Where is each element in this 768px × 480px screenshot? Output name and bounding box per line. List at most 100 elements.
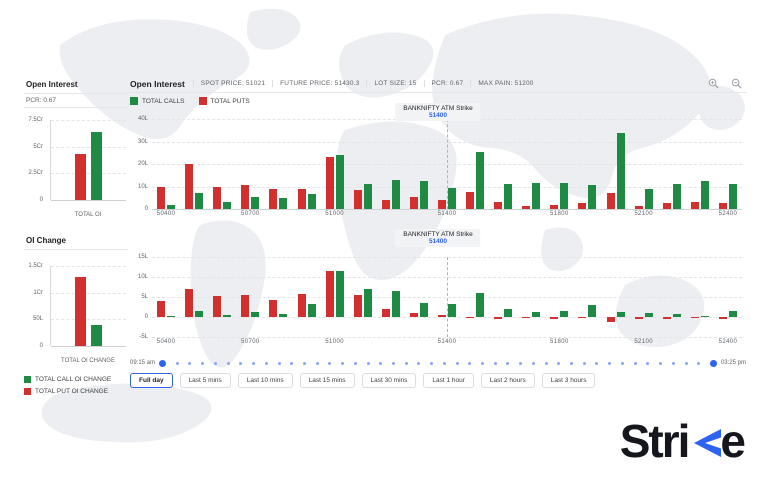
range-button-last-15-mins[interactable]: Last 15 mins — [299, 373, 355, 388]
total-oi-axis-label: TOTAL OI — [74, 212, 102, 218]
call-bar-51900 — [588, 185, 597, 209]
plot-area — [152, 257, 742, 338]
slider-end-handle[interactable] — [709, 359, 717, 367]
x-axis-labels: 50400 50700 51000 51400 51800 52100 52400 — [152, 211, 742, 221]
slider-dot — [519, 361, 523, 365]
y-tick-label: 7.5Cr — [28, 117, 43, 123]
put-bar-51100 — [353, 189, 362, 209]
call-bar-52000 — [616, 311, 625, 317]
slider-dot — [213, 361, 217, 365]
y-tick-label: 1Cr — [33, 289, 43, 296]
strike-group-51600 — [489, 119, 517, 209]
legend-item: TOTAL CALLS — [130, 97, 185, 105]
call-bar-52300 — [700, 180, 709, 209]
strike-group-50900 — [292, 257, 320, 337]
y-tick-label: 50L — [32, 316, 43, 323]
legend-item: TOTAL PUT OI CHANGE — [24, 388, 128, 395]
strike-group-51500 — [461, 257, 489, 337]
total-call-oi-change-bar — [91, 324, 102, 346]
legend-swatch — [198, 97, 207, 105]
strike-group-51400 — [433, 257, 461, 337]
range-button-last-2-hours[interactable]: Last 2 hours — [480, 373, 535, 388]
strike-group-51400 — [433, 119, 461, 209]
y-tick-label: 10L — [137, 274, 148, 280]
put-bar-50900 — [297, 188, 306, 209]
strike-group-52300 — [686, 257, 714, 337]
legend-label: TOTAL PUT OI CHANGE — [35, 388, 109, 395]
slider-dot — [531, 361, 535, 365]
strike-group-51700 — [517, 257, 545, 337]
strike-group-50500 — [180, 257, 208, 337]
strike-group-50900 — [292, 119, 320, 209]
zoom-in-icon[interactable] — [708, 78, 719, 89]
y-tick-label: 1.5Cr — [28, 263, 43, 269]
slider-dot — [633, 361, 637, 365]
call-bar-51800 — [560, 311, 569, 317]
slider-dot — [201, 361, 205, 365]
strike-group-52200 — [658, 119, 686, 209]
x-tick-label: 51400 — [437, 211, 457, 217]
slider-dot — [481, 361, 484, 365]
gridline — [51, 292, 126, 294]
legend-item: TOTAL CALL OI CHANGE — [24, 376, 128, 383]
y-tick-label: 0 — [39, 197, 43, 203]
slider-dot — [455, 361, 459, 365]
put-bar-51600 — [494, 202, 503, 209]
stat-max-pain: MAX PAIN: 51200 — [470, 80, 540, 87]
call-bar-50400 — [167, 315, 176, 317]
put-bar-52100 — [634, 205, 643, 209]
range-button-full-day[interactable]: Full day — [130, 373, 173, 388]
call-bar-50900 — [307, 194, 316, 209]
strike-group-51800 — [545, 257, 573, 337]
call-bar-51500 — [476, 293, 485, 317]
range-button-last-10-mins[interactable]: Last 10 mins — [237, 373, 293, 388]
call-bar-52300 — [700, 315, 709, 317]
put-bar-50900 — [297, 294, 306, 317]
put-bar-52100 — [634, 317, 643, 319]
put-bar-51200 — [381, 200, 390, 209]
oi-change-axis-label: TOTAL OI CHANGE — [61, 358, 115, 364]
main-title: Open Interest — [130, 78, 185, 89]
total-calls-bar — [91, 131, 102, 200]
strike-group-52100 — [630, 119, 658, 209]
slider-dot — [493, 361, 497, 365]
range-button-last-1-hour[interactable]: Last 1 hour — [423, 373, 474, 388]
slider-dot — [582, 361, 586, 365]
strike-group-50800 — [264, 257, 292, 337]
call-bar-50700 — [251, 196, 260, 209]
slider-dot — [620, 361, 624, 365]
total-oi-mini-chart: 7.5Cr 5Cr 2.5Cr 0 — [24, 116, 128, 212]
slider-dot — [468, 361, 472, 365]
call-bar-52400 — [728, 184, 737, 209]
logo-text-prefix: Stri — [619, 415, 691, 467]
sidebar-open-interest-panel: Open Interest PCR: 0.67 7.5Cr 5Cr 2.5Cr 0 T… — [24, 76, 128, 218]
y-tick-label: 30L — [137, 138, 148, 145]
y-tick-label: 10L — [137, 183, 148, 190]
slider-track[interactable] — [159, 359, 717, 367]
strike-group-51200 — [377, 119, 405, 209]
strike-group-50700 — [236, 257, 264, 337]
slider-dot — [684, 361, 688, 365]
strike-group-51800 — [545, 119, 573, 209]
legend-label: TOTAL PUTS — [210, 97, 250, 105]
range-button-last-5-mins[interactable]: Last 5 mins — [179, 373, 231, 388]
put-bar-51400 — [437, 200, 446, 209]
call-bar-51100 — [363, 184, 372, 209]
put-bar-51800 — [550, 317, 559, 319]
slider-dot — [659, 361, 663, 365]
slider-dot — [379, 361, 383, 365]
call-bar-52400 — [728, 310, 737, 317]
gridline — [152, 337, 742, 338]
strike-group-52200 — [658, 257, 686, 337]
put-bar-51700 — [522, 205, 531, 209]
legend-swatch — [130, 97, 138, 105]
range-button-last-3-hours[interactable]: Last 3 hours — [541, 373, 596, 388]
put-bar-52000 — [606, 317, 615, 322]
zoom-out-icon[interactable] — [731, 78, 742, 89]
slider-dot — [341, 361, 345, 365]
range-button-last-30-mins[interactable]: Last 30 mins — [361, 373, 417, 388]
slider-start-handle[interactable] — [159, 359, 167, 367]
put-bar-52400 — [718, 317, 727, 320]
strike-group-51000 — [321, 257, 349, 337]
